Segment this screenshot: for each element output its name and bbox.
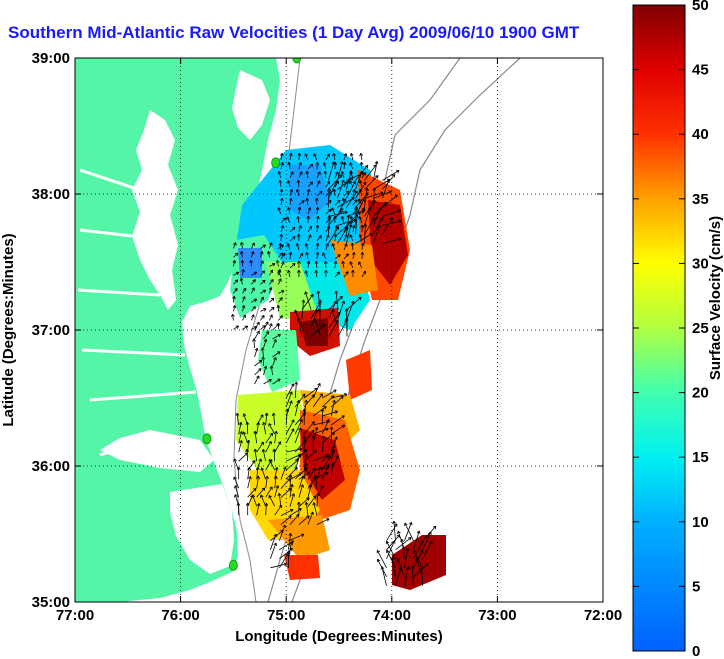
- x-axis-label: Longitude (Degrees:Minutes): [235, 628, 443, 645]
- radar-station-marker: [202, 433, 212, 445]
- x-tick-label: 76:00: [161, 607, 199, 624]
- colorbar-tick-label: 40: [692, 126, 709, 143]
- y-tick-label: 36:00: [32, 458, 70, 475]
- grid-lines: [75, 58, 603, 602]
- delaware-bay: [232, 70, 270, 140]
- plot-title: Southern Mid-Atlantic Raw Velocities (1 …: [8, 23, 580, 42]
- x-tick-label: 74:00: [373, 607, 411, 624]
- x-tick-label: 75:00: [267, 607, 305, 624]
- radar-station-marker: [292, 58, 302, 64]
- colorbar: [632, 4, 686, 652]
- colorbar-tick-label: 25: [692, 320, 709, 337]
- colorbar-tick-label: 0: [692, 643, 700, 659]
- pamlico-sound: [170, 484, 234, 574]
- x-axis: 77:00 76:00 75:00 74:00 73:00 72:00: [56, 58, 622, 624]
- land: [75, 58, 280, 602]
- colorbar-tick-label: 45: [692, 62, 709, 79]
- y-axis-label: Latitude (Degrees:Minutes): [0, 233, 17, 426]
- x-tick-label: 72:00: [584, 607, 622, 624]
- y-tick-label: 38:00: [32, 186, 70, 203]
- albemarle-sound: [100, 430, 214, 472]
- colorbar-tick-label: 35: [692, 191, 709, 208]
- y-tick-label: 37:00: [32, 322, 70, 339]
- y-tick-label: 35:00: [32, 594, 70, 611]
- velocity-vectors: [230, 152, 437, 586]
- y-tick-label: 39:00: [32, 50, 70, 67]
- radar-station-marker: [228, 559, 238, 571]
- colorbar-tick-label: 10: [692, 514, 709, 531]
- velocity-field: [230, 145, 446, 590]
- colorbar-tick-label: 20: [692, 385, 709, 402]
- rivers: [77, 168, 197, 457]
- colorbar-tick-label: 50: [692, 0, 709, 14]
- chesapeake-bay: [132, 110, 178, 310]
- y-axis: 39:00 38:00 37:00 36:00 35:00: [32, 50, 603, 611]
- colorbar-tick-label: 30: [692, 255, 709, 272]
- radar-station-marker: [271, 157, 281, 169]
- x-tick-label: 77:00: [56, 607, 94, 624]
- x-tick-label: 73:00: [478, 607, 516, 624]
- colorbar-ticks: 0 5 10 15 20 25 30 35 40 45 50: [633, 0, 709, 659]
- hf-radar-stations: [202, 58, 302, 571]
- colorbar-label: Surface Velocity (cm/s): [707, 216, 724, 380]
- colorbar-tick-label: 15: [692, 449, 709, 466]
- colorbar-tick-label: 5: [692, 578, 700, 595]
